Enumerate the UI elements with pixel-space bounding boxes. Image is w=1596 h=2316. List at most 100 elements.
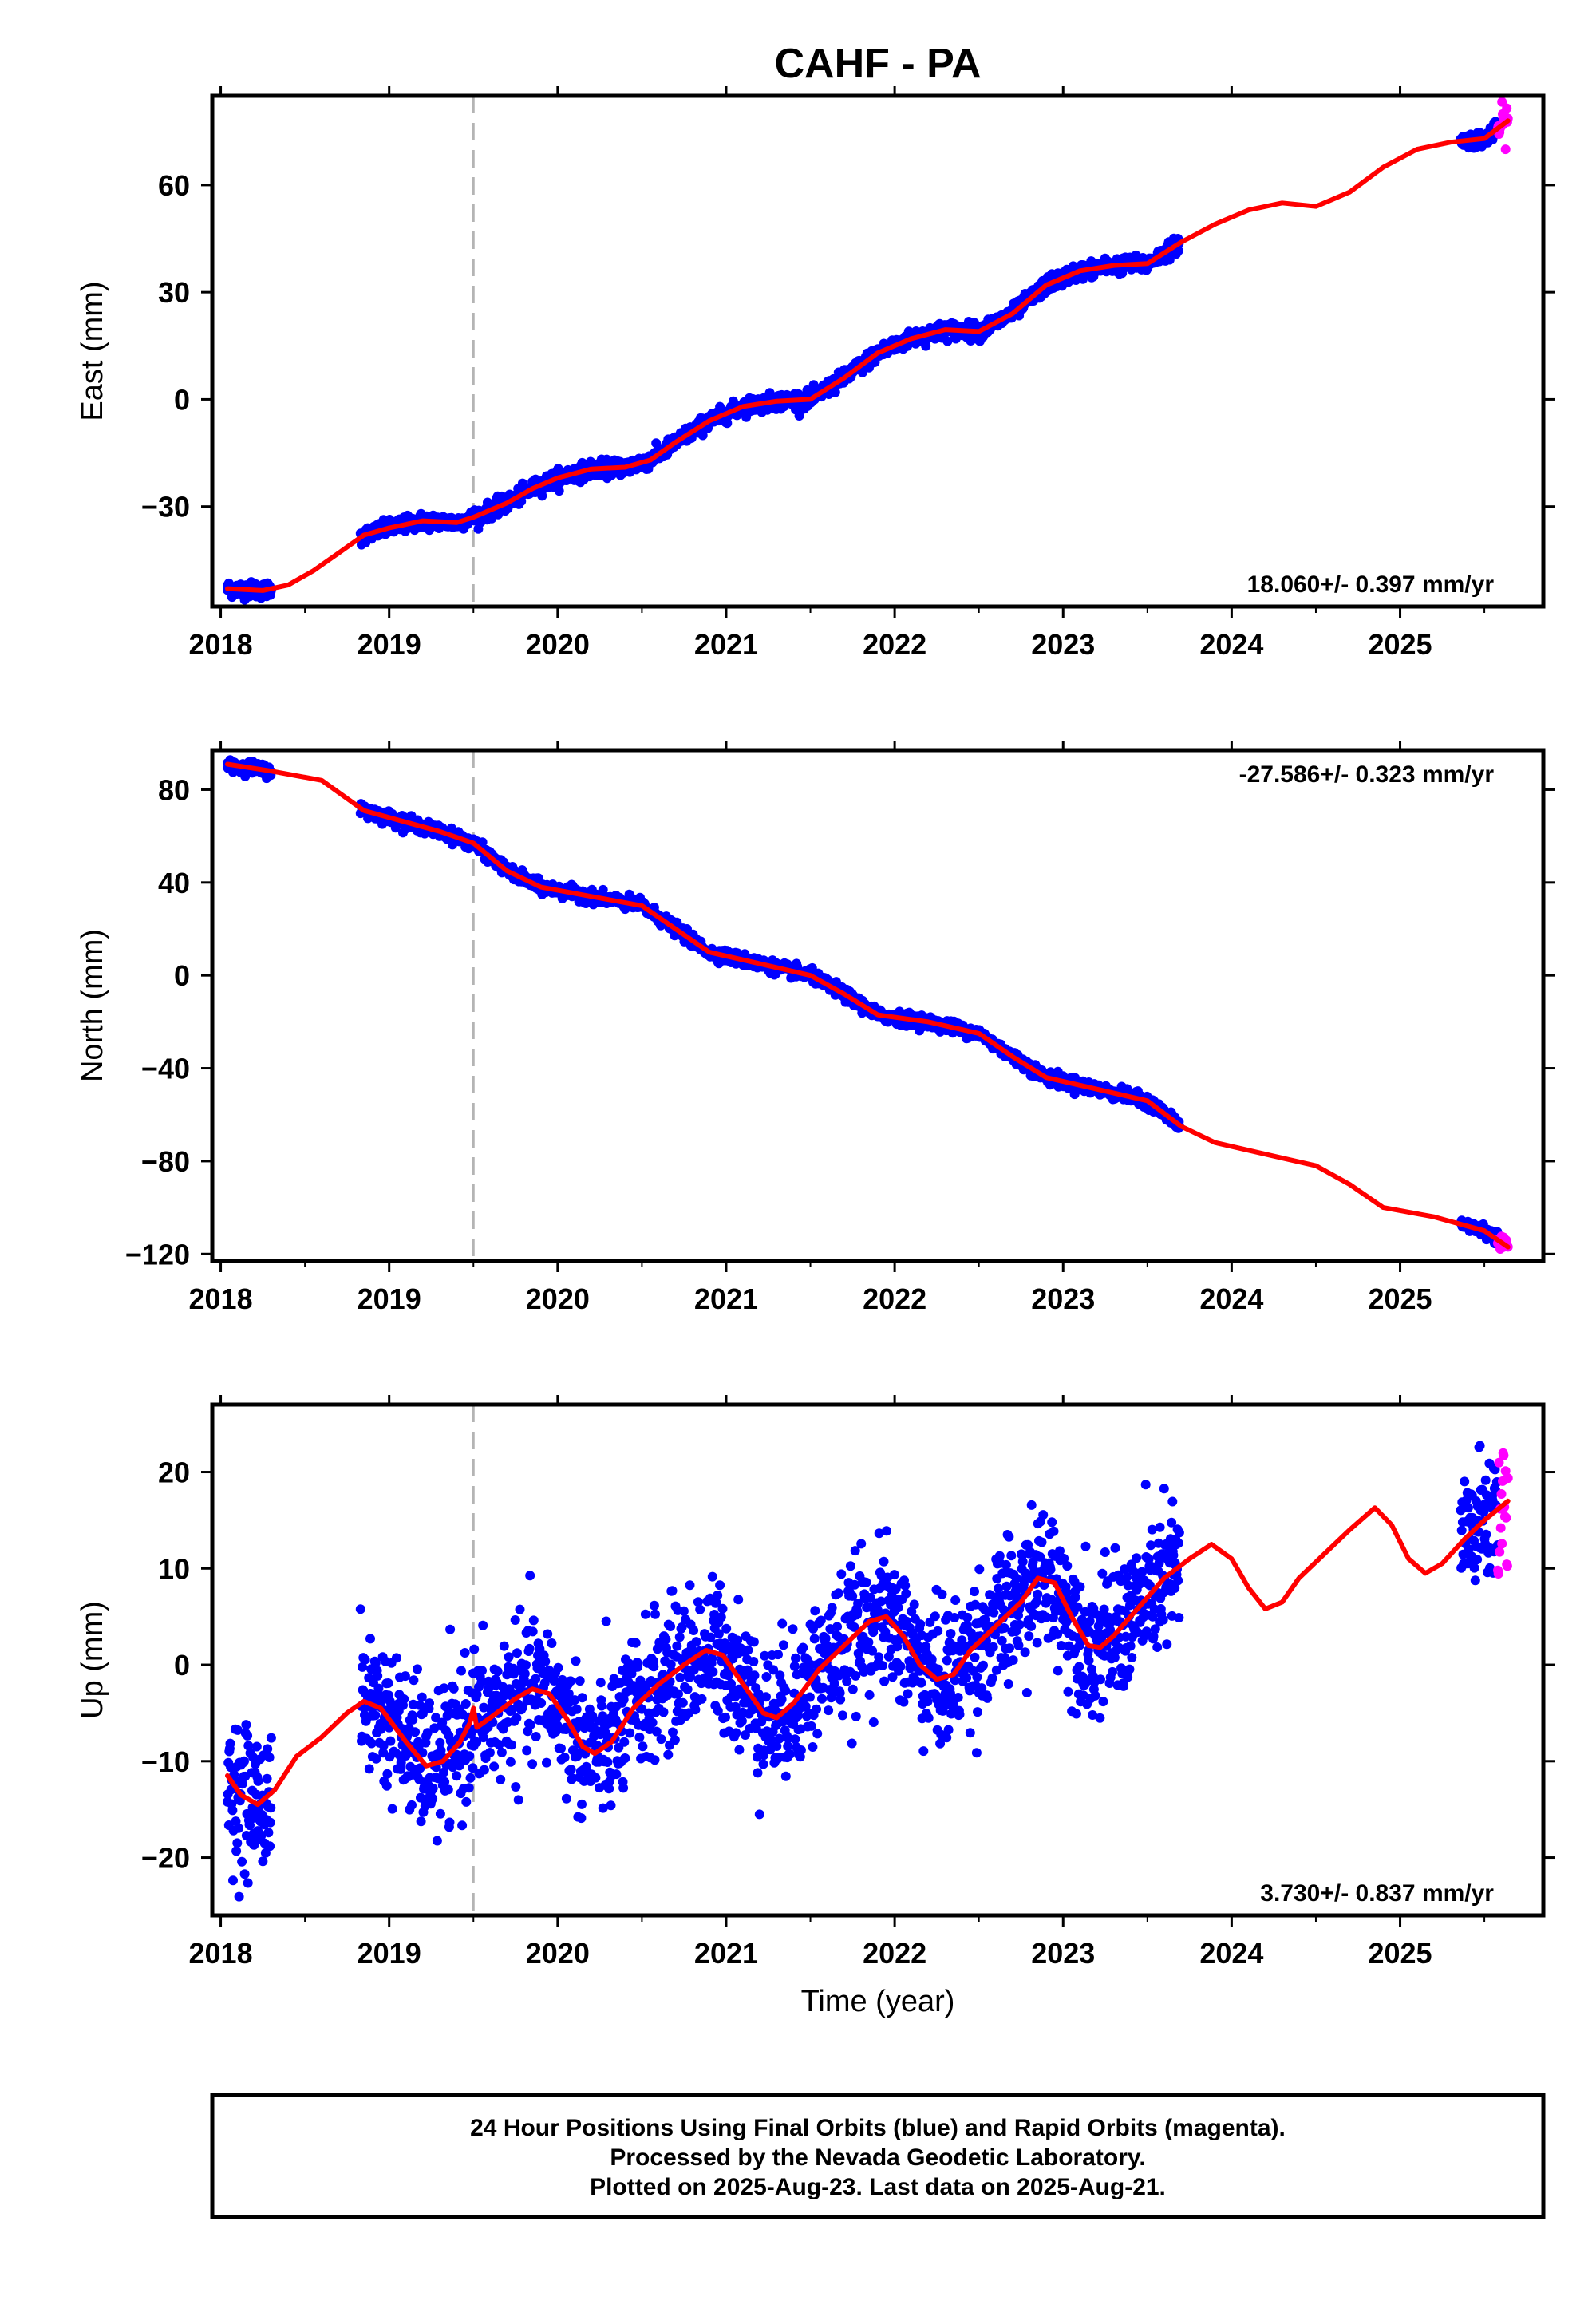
- final-orbit-point: [674, 1689, 683, 1699]
- final-orbit-point: [472, 1737, 482, 1748]
- final-orbit-point: [241, 1720, 251, 1730]
- final-orbit-point: [428, 1793, 438, 1804]
- final-orbit-point: [378, 1741, 389, 1750]
- final-orbit-point: [414, 1700, 425, 1710]
- final-orbit-point: [409, 1675, 419, 1686]
- final-orbit-point: [266, 1803, 276, 1813]
- final-orbit-point: [733, 1595, 744, 1605]
- final-orbit-point: [575, 1676, 585, 1686]
- final-orbit-point: [225, 1738, 235, 1749]
- x-tick-label: 2023: [1031, 628, 1095, 661]
- x-tick-label: 2024: [1199, 1282, 1263, 1315]
- plot-area: [223, 750, 1513, 1261]
- final-orbit-point: [649, 1600, 659, 1611]
- final-orbit-point: [512, 1713, 522, 1723]
- final-orbit-point: [502, 1670, 512, 1680]
- y-tick-label: −80: [141, 1145, 190, 1178]
- final-orbit-point: [251, 1741, 262, 1752]
- final-orbit-point: [494, 1740, 504, 1749]
- final-orbit-point: [385, 1736, 396, 1746]
- x-tick-label: 2019: [358, 1282, 421, 1315]
- final-orbit-point: [595, 1678, 606, 1688]
- final-orbit-point: [399, 1694, 409, 1704]
- final-orbit-point: [668, 1727, 678, 1737]
- final-orbit-point: [737, 1716, 747, 1726]
- final-orbit-point: [675, 1672, 685, 1682]
- final-orbit-point: [678, 1697, 688, 1708]
- x-tick-label: 2022: [863, 1282, 926, 1315]
- final-orbit-point: [531, 1732, 541, 1741]
- final-orbit-point: [677, 1622, 687, 1632]
- final-orbit-point: [440, 1777, 450, 1787]
- final-orbit-point: [231, 1846, 242, 1856]
- y-tick-label: 0: [174, 959, 190, 992]
- model-curve: [225, 118, 1511, 593]
- final-orbit-point: [373, 1670, 383, 1681]
- final-orbit-point: [721, 1712, 730, 1722]
- final-orbit-point: [713, 1629, 724, 1639]
- final-orbit-point: [525, 1720, 535, 1730]
- final-orbit-point: [713, 1705, 723, 1716]
- final-orbit-point: [524, 1643, 535, 1654]
- final-orbit-point: [396, 1757, 406, 1768]
- final-orbit-point: [239, 1869, 250, 1879]
- final-orbit-point: [604, 1784, 614, 1794]
- final-orbit-point: [376, 1724, 386, 1734]
- final-orbit-point: [435, 1737, 445, 1748]
- final-orbit-point: [476, 1677, 487, 1687]
- final-orbit-point: [717, 1603, 728, 1614]
- final-orbit-point: [716, 1612, 726, 1622]
- final-orbit-point: [515, 1604, 525, 1614]
- y-axis-label: East (mm): [76, 281, 109, 421]
- final-orbit-point: [527, 1626, 538, 1637]
- final-orbit-point: [454, 1761, 464, 1771]
- final-orbit-point: [708, 1666, 718, 1677]
- final-orbit-point: [531, 1674, 541, 1684]
- final-orbit-point: [432, 1836, 442, 1846]
- final-orbit-point: [407, 1800, 417, 1810]
- final-orbit-point: [507, 1705, 517, 1715]
- final-orbit-point: [563, 1689, 574, 1699]
- final-orbit-point: [685, 1580, 695, 1591]
- x-tick-label: 2020: [526, 1282, 590, 1315]
- x-tick-label: 2021: [694, 628, 758, 661]
- final-orbit-point: [540, 1656, 551, 1666]
- y-tick-label: −120: [125, 1238, 190, 1271]
- final-orbit-point: [1173, 246, 1183, 256]
- final-orbit-point: [556, 1743, 566, 1753]
- final-orbit-point: [512, 1648, 522, 1658]
- final-orbit-point: [571, 1656, 581, 1666]
- final-orbit-point: [536, 1698, 547, 1708]
- final-orbit-point: [228, 1875, 238, 1886]
- y-tick-label: −40: [141, 1053, 190, 1085]
- final-orbit-point: [618, 1694, 629, 1705]
- final-orbit-point: [243, 1878, 253, 1888]
- x-tick-label: 2020: [526, 628, 590, 661]
- final-orbit-point: [667, 1586, 678, 1596]
- final-orbit-point: [496, 1747, 507, 1757]
- final-orbit-point: [358, 1662, 368, 1672]
- final-orbit-point: [414, 1774, 425, 1784]
- x-tick-label: 2025: [1368, 1282, 1432, 1315]
- final-orbit-point: [618, 1783, 629, 1793]
- final-orbit-point: [730, 1701, 741, 1712]
- final-orbit-point: [661, 1634, 671, 1645]
- final-orbit-point: [460, 1699, 471, 1709]
- y-tick-label: 80: [158, 773, 190, 806]
- final-orbit-point: [695, 1604, 705, 1614]
- final-orbit-point: [360, 1654, 370, 1665]
- x-tick-label: 2025: [1368, 628, 1432, 661]
- final-orbit-point: [416, 1816, 426, 1827]
- final-orbit-point: [640, 1609, 650, 1619]
- final-orbit-point: [237, 1856, 247, 1867]
- final-orbit-point: [492, 1666, 503, 1677]
- final-orbit-point: [479, 1702, 489, 1713]
- final-orbit-point: [566, 1765, 576, 1775]
- final-orbit-point: [707, 1571, 717, 1582]
- final-orbit-point: [519, 1669, 530, 1679]
- final-orbit-point: [484, 1748, 495, 1757]
- final-orbit-point: [598, 1803, 608, 1813]
- final-orbit-point: [366, 1738, 377, 1749]
- final-orbit-point: [468, 1763, 478, 1773]
